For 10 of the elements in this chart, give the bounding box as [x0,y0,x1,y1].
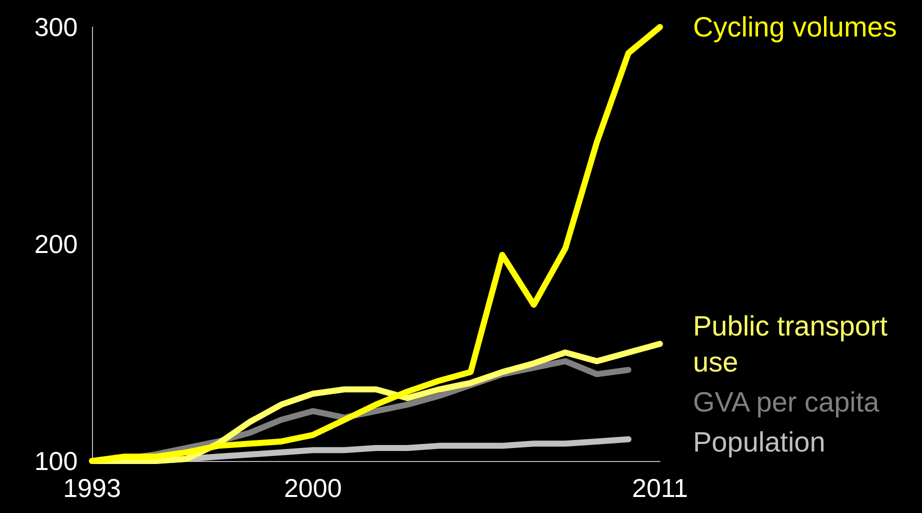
series-label: Public transport use [693,310,896,378]
y-tick-label: 300 [34,12,78,42]
y-tick-label: 100 [34,446,78,476]
x-tick-label: 1993 [63,473,121,503]
x-tick-label: 2011 [632,473,688,503]
y-tick-label: 200 [34,229,78,259]
text: GVA per capita [693,386,880,418]
series-label: Cycling volumes [693,12,897,42]
x-tick-label: 2000 [284,473,342,503]
text: Population [693,426,826,458]
